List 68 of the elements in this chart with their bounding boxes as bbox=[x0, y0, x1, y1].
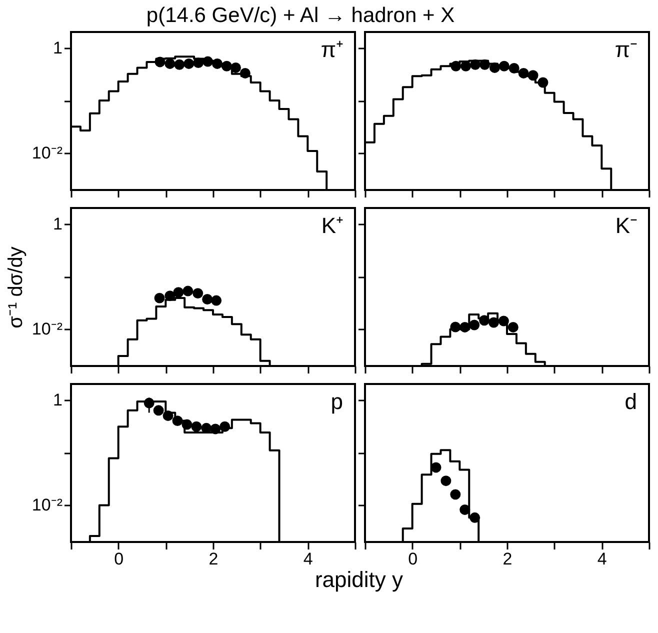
y-tick-label: 1 bbox=[53, 38, 62, 58]
point bbox=[460, 504, 470, 515]
point bbox=[182, 286, 194, 296]
y-tick-label: 10⁻² bbox=[32, 496, 63, 515]
point bbox=[460, 322, 470, 332]
point bbox=[193, 58, 204, 68]
x-tick-label: 4 bbox=[303, 550, 313, 568]
point bbox=[518, 68, 529, 78]
point bbox=[479, 315, 490, 326]
point bbox=[450, 489, 461, 500]
point bbox=[210, 424, 221, 434]
point bbox=[154, 292, 165, 304]
point bbox=[230, 62, 241, 73]
point bbox=[430, 462, 442, 473]
point bbox=[212, 58, 223, 69]
point bbox=[172, 416, 183, 426]
x-tick-label: 4 bbox=[597, 550, 607, 568]
point bbox=[460, 60, 472, 72]
point bbox=[498, 316, 509, 326]
point bbox=[164, 290, 176, 302]
point bbox=[164, 58, 176, 69]
point bbox=[220, 421, 230, 432]
annotation: K⁻ bbox=[615, 213, 637, 238]
point bbox=[202, 56, 214, 67]
annotation: K⁺ bbox=[321, 213, 343, 238]
y-axis-title: σ⁻¹ dσ/dy bbox=[4, 246, 27, 328]
point bbox=[450, 322, 461, 332]
point bbox=[192, 288, 204, 299]
x-axis-title: rapidity y bbox=[314, 567, 404, 592]
point bbox=[498, 60, 510, 72]
point bbox=[144, 398, 154, 408]
annotation: π⁺ bbox=[320, 37, 343, 62]
point bbox=[221, 60, 232, 72]
point bbox=[191, 421, 202, 432]
annotation: d bbox=[624, 389, 637, 414]
point bbox=[182, 419, 192, 430]
point bbox=[470, 59, 481, 70]
chart-title: p(14.6 GeV/c) + Al → hadron + X bbox=[146, 4, 455, 27]
point bbox=[202, 294, 213, 304]
point bbox=[153, 405, 164, 416]
point bbox=[211, 295, 222, 306]
point bbox=[240, 68, 250, 78]
point bbox=[184, 58, 194, 69]
point bbox=[440, 476, 452, 486]
point bbox=[480, 59, 490, 70]
y-tick-label: 10⁻² bbox=[32, 320, 63, 339]
point bbox=[174, 59, 185, 70]
x-tick-label: 0 bbox=[408, 550, 418, 568]
x-tick-label: 2 bbox=[208, 550, 218, 568]
x-tick-label: 0 bbox=[114, 550, 124, 568]
y-tick-label: 1 bbox=[53, 214, 62, 234]
point bbox=[469, 320, 480, 330]
point bbox=[508, 322, 518, 332]
annotation: π⁻ bbox=[614, 37, 637, 62]
point bbox=[508, 63, 520, 74]
point bbox=[173, 287, 184, 298]
point bbox=[450, 60, 462, 72]
point bbox=[489, 62, 500, 73]
point bbox=[488, 317, 499, 328]
annotation: p bbox=[330, 389, 343, 414]
point bbox=[538, 77, 548, 88]
y-tick-label: 10⁻² bbox=[32, 144, 63, 163]
point bbox=[154, 56, 166, 68]
point bbox=[162, 410, 174, 421]
y-tick-label: 1 bbox=[53, 390, 62, 410]
point bbox=[528, 70, 538, 81]
x-tick-label: 2 bbox=[502, 550, 512, 568]
point bbox=[470, 512, 480, 523]
